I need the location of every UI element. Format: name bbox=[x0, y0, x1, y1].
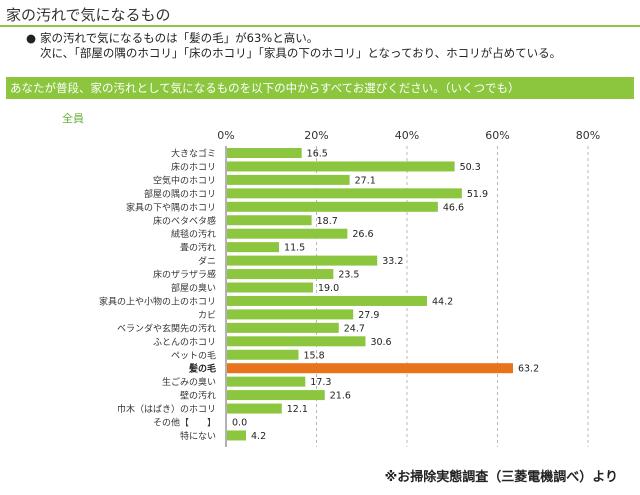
bar bbox=[227, 148, 302, 158]
summary-line-1: 家の汚れで気になるものは「髪の毛」が63%と高い。 bbox=[40, 31, 319, 45]
x-tick-label: 0% bbox=[217, 129, 234, 142]
data-label: 24.7 bbox=[344, 323, 365, 334]
data-label: 18.7 bbox=[317, 216, 338, 227]
bar bbox=[227, 215, 312, 226]
data-label: 50.3 bbox=[460, 162, 481, 173]
data-label: 0.0 bbox=[232, 418, 247, 429]
bar bbox=[227, 269, 334, 280]
bar bbox=[227, 201, 438, 212]
bar bbox=[227, 390, 325, 401]
data-label: 16.5 bbox=[307, 149, 328, 160]
bar bbox=[227, 309, 354, 320]
chart-title: 全員 bbox=[62, 112, 84, 125]
data-label: 11.5 bbox=[284, 243, 305, 254]
bar bbox=[227, 282, 313, 293]
bar bbox=[227, 255, 378, 266]
bar bbox=[227, 228, 348, 239]
bar bbox=[227, 403, 282, 414]
bar bbox=[227, 188, 462, 199]
category-label: 生ごみの臭い bbox=[162, 376, 216, 388]
category-label: 特にない bbox=[180, 430, 216, 442]
summary-line-2: 次に、「部屋の隅のホコリ」「床のホコリ」「家具の下のホコリ」となっており、ホコリ… bbox=[40, 46, 562, 60]
category-label: 家具の下や隅のホコリ bbox=[126, 201, 216, 213]
data-label: 46.6 bbox=[443, 202, 464, 213]
data-label: 17.3 bbox=[310, 377, 331, 388]
category-label: 絨毯の汚れ bbox=[171, 228, 216, 240]
category-label: ペットの毛 bbox=[171, 349, 216, 361]
data-label: 12.1 bbox=[287, 404, 308, 415]
source-note: ※お掃除実態調査（三菱電機調べ）より bbox=[384, 470, 618, 485]
title-divider bbox=[0, 25, 640, 27]
category-label: 床のベタベタ感 bbox=[153, 215, 216, 227]
data-label: 27.1 bbox=[355, 175, 376, 186]
category-label: 床のホコリ bbox=[171, 161, 216, 173]
x-tick-label: 40% bbox=[395, 129, 419, 142]
category-label: カビ bbox=[198, 310, 216, 321]
category-label: ふとんのホコリ bbox=[153, 337, 216, 348]
bar-highlight bbox=[227, 363, 513, 374]
bar bbox=[227, 242, 280, 253]
page-title: 家の汚れで気になるもの bbox=[6, 6, 171, 24]
data-label: 26.6 bbox=[352, 229, 373, 240]
x-tick-label: 20% bbox=[304, 129, 328, 142]
category-label: 家具の上や小物の上のホコリ bbox=[99, 295, 216, 307]
category-label: 部屋の臭い bbox=[171, 282, 216, 294]
category-label: 大きなゴミ bbox=[171, 148, 216, 160]
category-label: 床のザラザラ感 bbox=[153, 269, 216, 281]
data-label: 23.5 bbox=[338, 270, 359, 281]
data-label: 30.6 bbox=[370, 337, 391, 348]
summary: ● 家の汚れで気になるものは「髪の毛」が63%と高い。 次に、「部屋の隅のホコリ… bbox=[26, 31, 562, 61]
bar bbox=[227, 322, 339, 333]
data-label: 63.2 bbox=[518, 364, 539, 375]
x-tick-label: 60% bbox=[485, 129, 509, 142]
bar bbox=[227, 174, 350, 185]
data-label: 19.0 bbox=[318, 283, 339, 294]
category-label: 畳の汚れ bbox=[180, 242, 216, 254]
data-label: 33.2 bbox=[382, 256, 403, 267]
bar bbox=[227, 376, 306, 387]
data-label: 51.9 bbox=[467, 189, 488, 200]
category-label: その他【 】 bbox=[153, 417, 216, 429]
summary-line-1-row: ● 家の汚れで気になるものは「髪の毛」が63%と高い。 bbox=[26, 31, 561, 46]
bar bbox=[227, 349, 299, 360]
category-label: 壁の汚れ bbox=[180, 390, 216, 402]
bar bbox=[227, 161, 455, 172]
category-label: 空気中のホコリ bbox=[153, 174, 216, 186]
question-banner: あなたが普段、家の汚れとして気になるものを以下の中からすべてお選びください。（い… bbox=[6, 77, 634, 99]
category-label: ダニ bbox=[198, 255, 216, 267]
category-label: 巾木（はばき）のホコリ bbox=[117, 403, 216, 415]
data-label: 21.6 bbox=[330, 391, 351, 402]
bar bbox=[227, 336, 366, 347]
category-label: 部屋の隅のホコリ bbox=[144, 188, 216, 200]
category-label: ベランダや玄関先の汚れ bbox=[117, 322, 216, 334]
data-label: 15.8 bbox=[303, 350, 324, 361]
bar bbox=[227, 295, 428, 306]
bar bbox=[227, 430, 247, 441]
data-label: 44.2 bbox=[432, 296, 453, 307]
bullet-icon: ● bbox=[26, 31, 37, 45]
x-tick-label: 80% bbox=[576, 129, 600, 142]
data-label: 4.2 bbox=[251, 431, 266, 442]
data-label: 27.9 bbox=[358, 310, 379, 321]
category-label: 髪の毛 bbox=[188, 363, 216, 375]
